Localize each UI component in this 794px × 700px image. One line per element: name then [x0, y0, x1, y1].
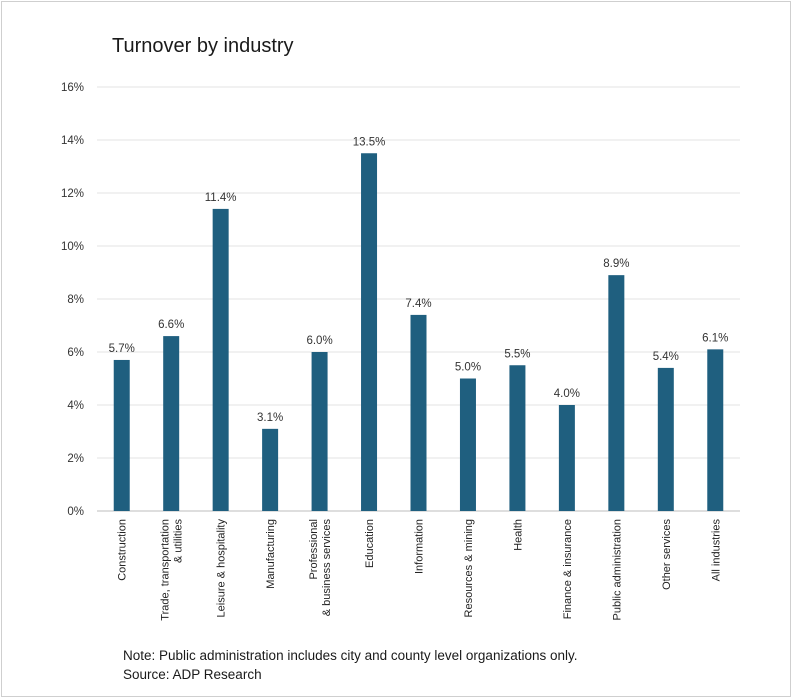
bar: [262, 428, 279, 511]
x-tick-label: Leisure & hospitality: [216, 519, 228, 618]
bar: [509, 365, 526, 511]
data-label: 6.1%: [702, 332, 728, 344]
data-label: 4.0%: [554, 388, 580, 400]
data-label: 6.0%: [306, 335, 332, 347]
y-tick-label: 12%: [61, 188, 84, 200]
data-label: 8.9%: [603, 258, 629, 270]
x-tick-label: Information: [414, 519, 426, 574]
bar: [311, 352, 328, 511]
chart-notes: Note: Public administration includes cit…: [123, 646, 578, 684]
x-tick-label: Finance & insurance: [562, 519, 574, 619]
bar: [410, 314, 427, 511]
data-label: 5.4%: [653, 351, 679, 363]
data-label: 3.1%: [257, 412, 283, 424]
x-tick-label: Education: [364, 519, 376, 568]
y-tick-label: 6%: [67, 347, 84, 359]
bar: [163, 336, 180, 511]
y-tick-label: 8%: [67, 294, 84, 306]
x-tick-label: Other services: [661, 519, 673, 590]
y-tick-label: 10%: [61, 241, 84, 253]
y-tick-label: 4%: [67, 400, 84, 412]
data-label: 5.7%: [109, 343, 135, 355]
x-tick-label: Construction: [117, 519, 129, 581]
data-label: 5.0%: [455, 362, 481, 374]
y-tick-label: 14%: [61, 135, 84, 147]
x-tick-label: Health: [512, 519, 524, 551]
bar: [558, 405, 575, 511]
bar: [459, 378, 476, 511]
bar: [113, 359, 130, 511]
y-tick-label: 16%: [61, 82, 84, 94]
bar: [361, 153, 378, 511]
y-tick-label: 0%: [67, 506, 84, 518]
x-tick-label: Public administration: [611, 519, 623, 621]
y-tick-label: 2%: [67, 453, 84, 465]
note-text: Note: Public administration includes cit…: [123, 648, 578, 663]
x-tick-label: Resources & mining: [463, 519, 475, 617]
data-label: 13.5%: [353, 136, 386, 148]
data-label: 7.4%: [405, 298, 431, 310]
data-label: 11.4%: [205, 192, 237, 204]
x-tick-label: Manufacturing: [265, 519, 277, 589]
bar: [657, 367, 674, 511]
bar: [608, 275, 625, 511]
bar: [212, 208, 229, 511]
x-tick-label: All industries: [710, 519, 722, 582]
chart-title: Turnover by industry: [112, 35, 294, 57]
x-tick-label: Trade, transportation& utilities: [160, 519, 185, 621]
data-label: 6.6%: [158, 319, 184, 331]
x-tick-label: Professional& business services: [308, 519, 333, 617]
data-label: 5.5%: [504, 348, 530, 360]
source-text: Source: ADP Research: [123, 667, 262, 682]
bar: [707, 349, 724, 511]
